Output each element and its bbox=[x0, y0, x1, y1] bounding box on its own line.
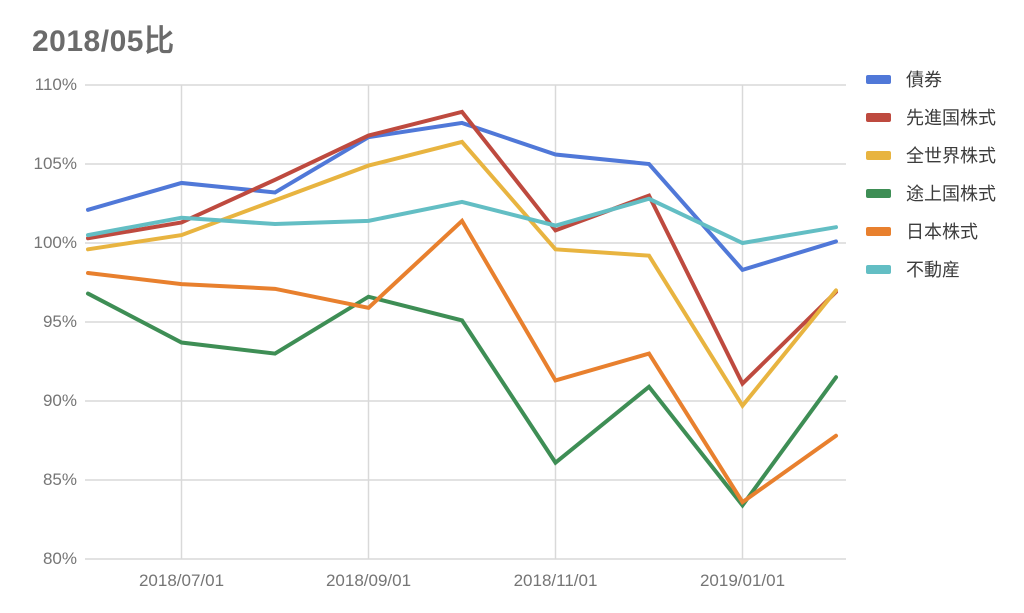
series-line-日本株式 bbox=[86, 217, 838, 505]
series-line-不動産 bbox=[86, 196, 838, 246]
legend-label: 債券 bbox=[906, 70, 942, 90]
y-tick-label: 105% bbox=[33, 154, 77, 173]
x-tick-label: 2018/07/01 bbox=[138, 571, 225, 590]
legend-label: 途上国株式 bbox=[906, 184, 996, 204]
chart-title: 2018/05比 bbox=[32, 25, 175, 58]
legend-item: 全世界株式 bbox=[866, 146, 996, 166]
x-tick-label: 2018/09/01 bbox=[325, 571, 412, 590]
legend-swatch bbox=[866, 264, 891, 274]
series-line-先進国株式 bbox=[86, 109, 838, 387]
chart-legend: 債券 先進国株式 全世界株式 途上国株式 日本株式 不動産 bbox=[866, 70, 996, 298]
series-line-途上国株式 bbox=[86, 291, 838, 509]
legend-item: 債券 bbox=[866, 70, 996, 90]
legend-item: 不動産 bbox=[866, 260, 996, 280]
x-tick-label: 2018/11/01 bbox=[513, 571, 598, 590]
series-line-債券 bbox=[86, 120, 838, 273]
y-tick-label: 95% bbox=[42, 312, 77, 331]
legend-swatch bbox=[866, 74, 891, 84]
y-tick-label: 100% bbox=[33, 233, 77, 252]
x-tick-label: 2019/01/01 bbox=[699, 571, 786, 590]
y-tick-label: 90% bbox=[42, 391, 77, 410]
legend-label: 全世界株式 bbox=[906, 146, 996, 166]
legend-item: 先進国株式 bbox=[866, 108, 996, 128]
legend-label: 日本株式 bbox=[906, 222, 978, 242]
legend-swatch bbox=[866, 188, 891, 198]
legend-item: 途上国株式 bbox=[866, 184, 996, 204]
y-tick-label: 110% bbox=[34, 75, 77, 94]
y-tick-label: 80% bbox=[42, 549, 77, 568]
legend-swatch bbox=[866, 150, 891, 160]
legend-swatch bbox=[866, 226, 891, 236]
legend-label: 先進国株式 bbox=[906, 108, 996, 128]
y-tick-label: 85% bbox=[42, 470, 77, 489]
legend-label: 不動産 bbox=[906, 260, 960, 280]
legend-item: 日本株式 bbox=[866, 222, 996, 242]
series-line-全世界株式 bbox=[86, 139, 838, 410]
legend-swatch bbox=[866, 112, 891, 122]
